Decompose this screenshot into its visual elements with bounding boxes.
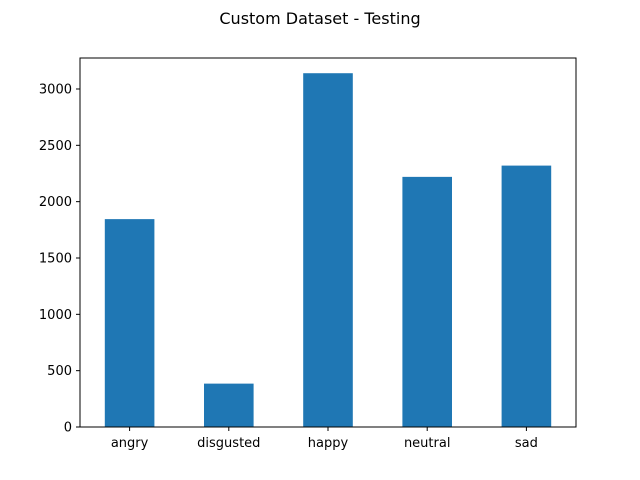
chart-title: Custom Dataset - Testing <box>219 9 420 28</box>
bar-happy <box>303 73 353 427</box>
x-axis: angry disgusted happy neutral sad <box>111 427 538 451</box>
y-tick-label: 500 <box>47 364 72 379</box>
y-tick-label: 1000 <box>39 308 72 323</box>
x-tick-label: sad <box>515 436 538 451</box>
x-tick-label: angry <box>111 436 149 451</box>
y-tick-label: 3000 <box>39 82 72 97</box>
y-axis: 0 500 1000 1500 2000 2500 3000 <box>39 82 80 436</box>
y-tick-label: 2500 <box>39 139 72 154</box>
y-tick-label: 2000 <box>39 195 72 210</box>
plot-frame <box>79 57 577 428</box>
y-tick-label: 0 <box>64 421 72 436</box>
y-tick-label: 1500 <box>39 251 72 266</box>
bar-angry <box>104 219 155 427</box>
x-tick-label: disgusted <box>197 436 260 451</box>
x-tick-label: neutral <box>404 436 451 451</box>
bar-disgusted <box>204 383 254 427</box>
bar-neutral <box>402 176 452 427</box>
bar-sad <box>501 165 552 427</box>
bars-layer <box>104 73 552 427</box>
x-tick-label: happy <box>308 436 349 451</box>
